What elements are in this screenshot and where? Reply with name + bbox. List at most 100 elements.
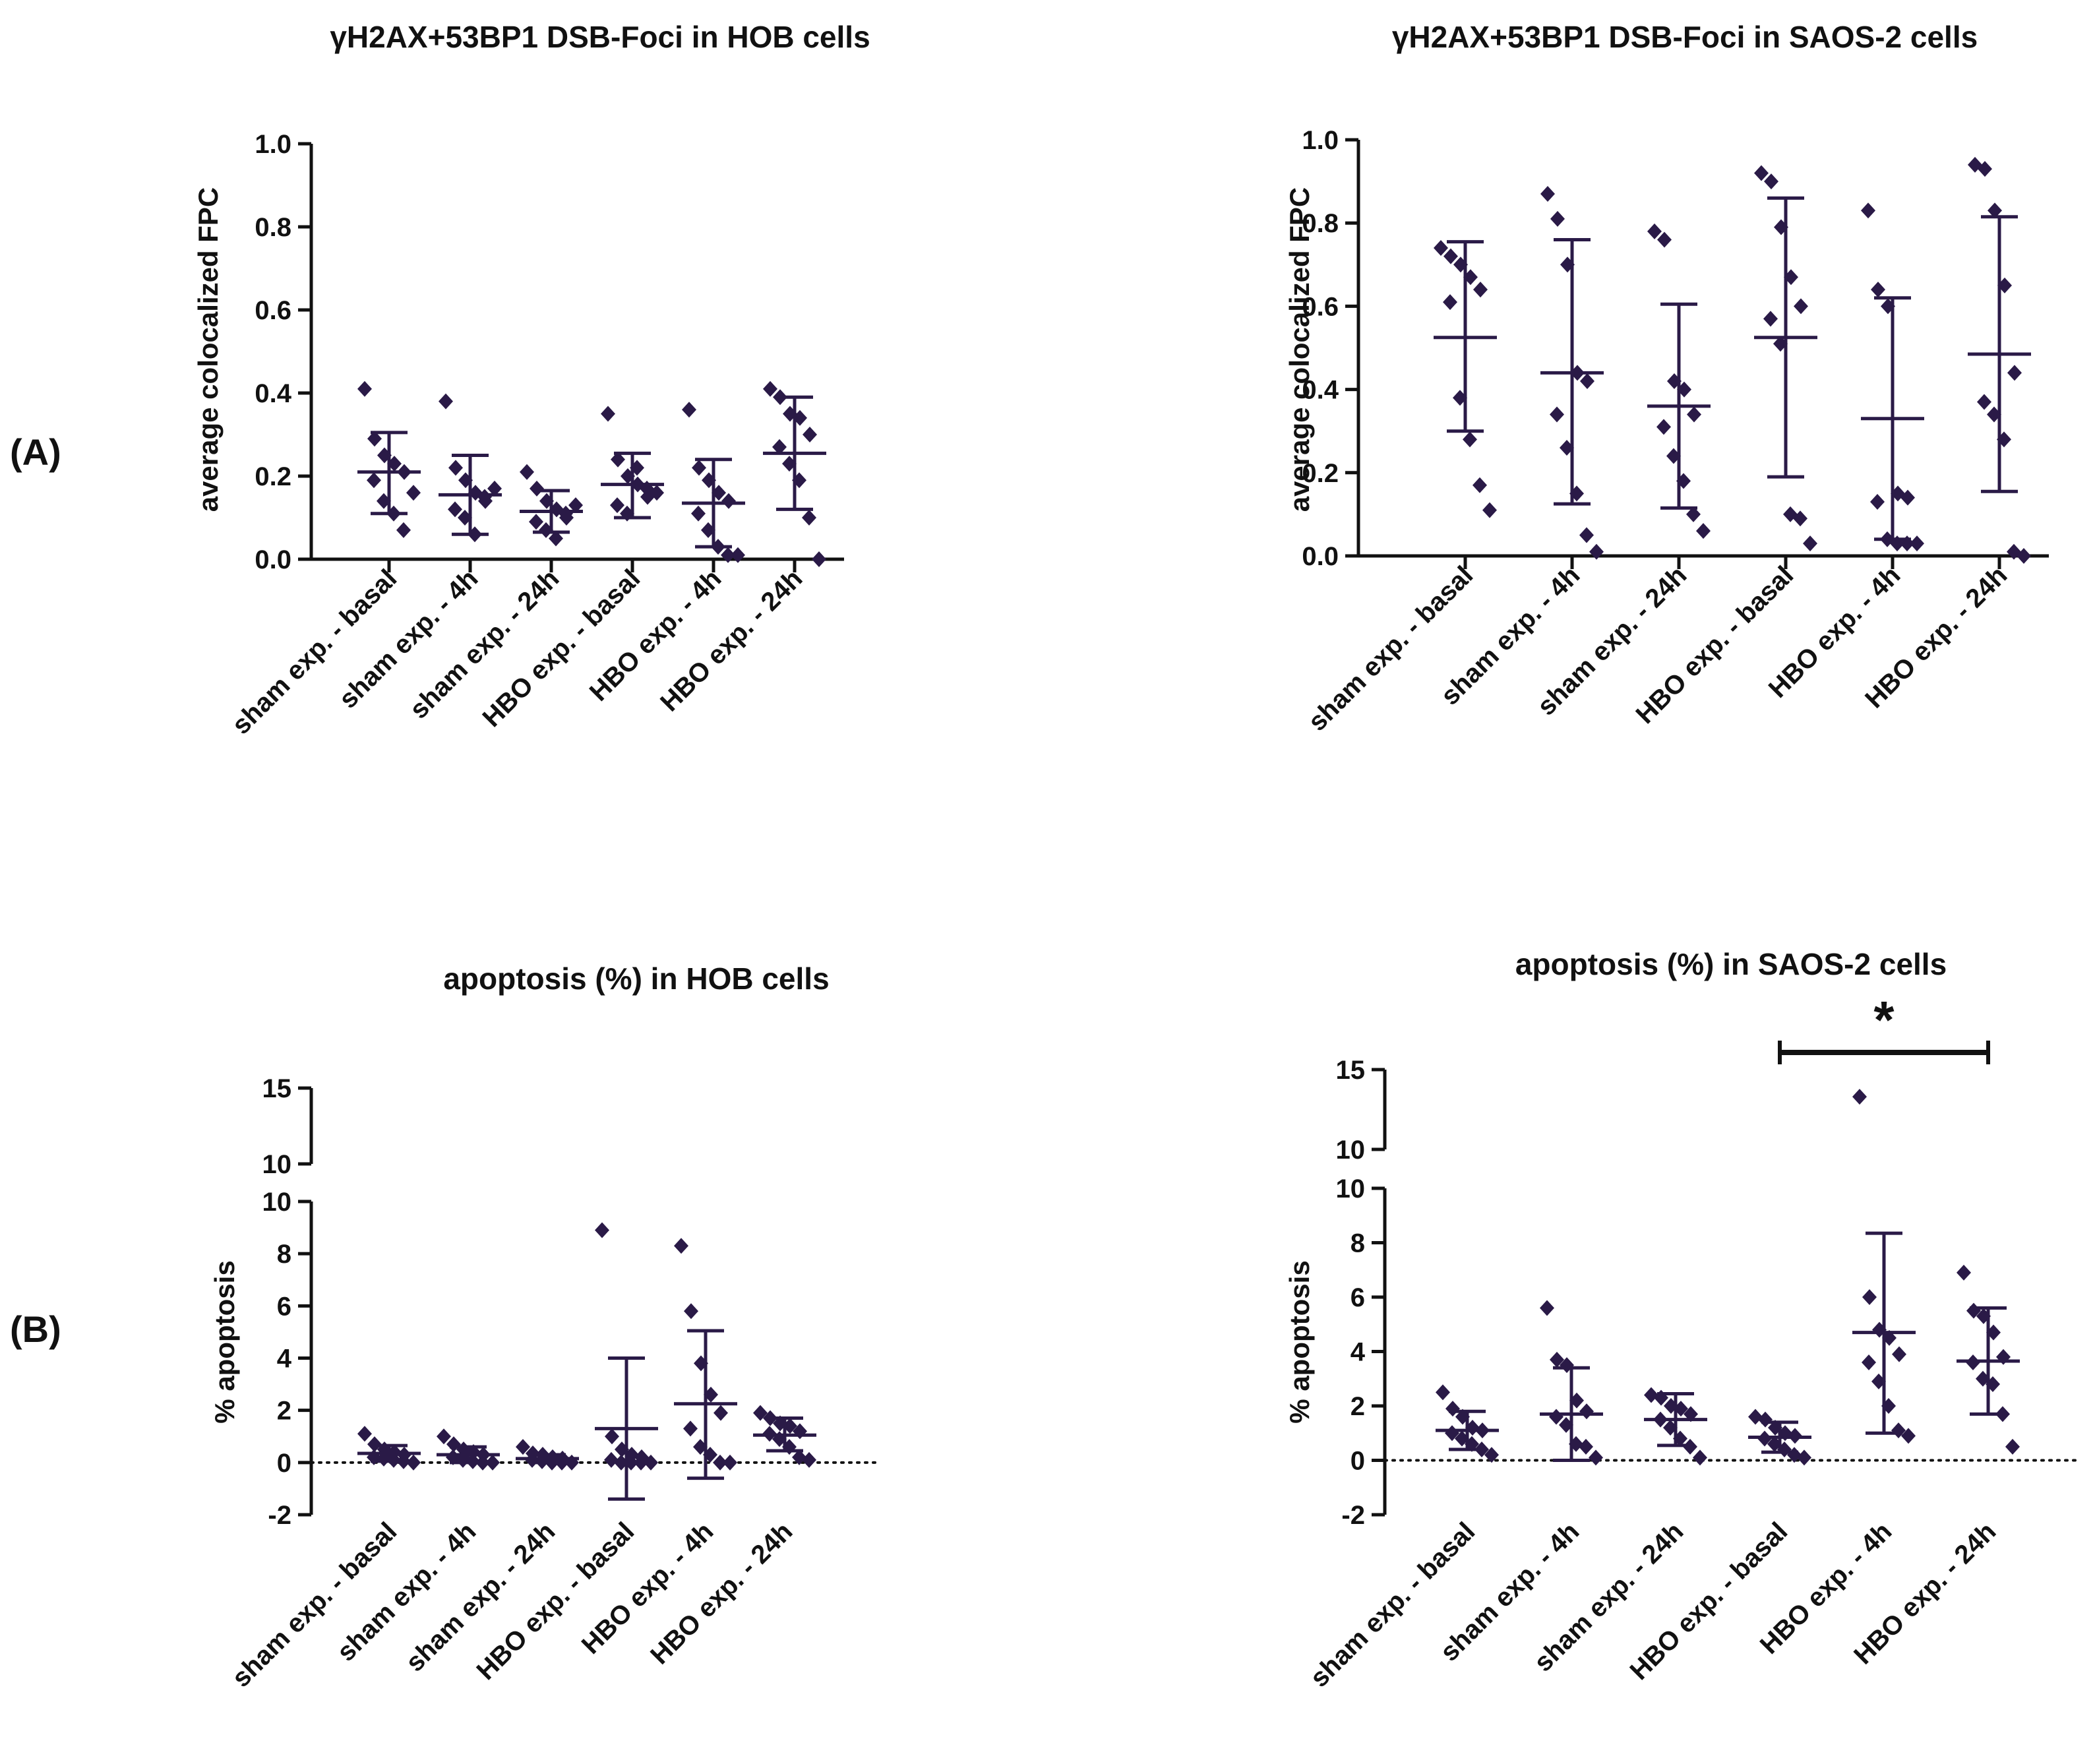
data-point <box>1862 1354 1876 1370</box>
chart-title: γH2AX+53BP1 DSB-Foci in SAOS-2 cells <box>1392 20 1978 54</box>
data-point <box>1978 161 1992 177</box>
data-point <box>714 1405 728 1421</box>
data-point <box>1852 1089 1867 1105</box>
data-point <box>1580 373 1594 389</box>
data-point <box>644 1454 658 1471</box>
chart-title: γH2AX+53BP1 DSB-Foci in HOB cells <box>330 20 870 54</box>
data-point <box>529 514 543 530</box>
data-point <box>610 497 624 514</box>
data-point <box>1862 1289 1877 1305</box>
data-point <box>684 1303 698 1320</box>
data-point <box>1871 282 1885 298</box>
y-tick-label: 6 <box>1351 1283 1365 1312</box>
data-point <box>802 1451 816 1468</box>
data-point <box>723 1454 737 1471</box>
data-point <box>2005 1438 2020 1455</box>
data-point <box>713 1454 727 1471</box>
data-point <box>549 530 563 547</box>
data-point <box>611 451 625 468</box>
data-point <box>1892 1346 1906 1362</box>
y-tick-label: 4 <box>1351 1338 1366 1367</box>
y-tick-label: 0.6 <box>1302 292 1339 321</box>
data-point <box>477 489 492 505</box>
significance-star: * <box>1873 990 1895 1049</box>
data-point <box>1900 489 1915 506</box>
data-point <box>1644 1387 1658 1403</box>
data-point <box>634 1454 648 1471</box>
data-point <box>1482 502 1497 518</box>
row-label-a: (A) <box>10 431 61 473</box>
data-point <box>1957 1264 1971 1281</box>
y-tick-label: 0.4 <box>255 379 291 408</box>
data-point <box>1797 1449 1811 1466</box>
y-tick-label-upper: 10 <box>262 1150 292 1179</box>
y-tick-label: 0.6 <box>255 296 291 325</box>
data-point <box>1443 294 1457 311</box>
data-point <box>605 1428 619 1445</box>
data-point <box>2017 548 2031 564</box>
data-point <box>1589 1449 1603 1466</box>
y-tick-label: 1.0 <box>1302 126 1339 155</box>
y-tick-label: 10 <box>262 1188 292 1217</box>
y-tick-label: 2 <box>1351 1392 1365 1421</box>
data-point <box>650 485 664 501</box>
y-tick-label: 0.0 <box>1302 542 1339 571</box>
data-point <box>439 393 453 410</box>
y-axis-title: average colocalized FPC <box>1284 187 1315 512</box>
data-point <box>1693 1449 1707 1466</box>
data-point <box>367 431 382 447</box>
data-point <box>2007 365 2022 381</box>
y-tick-label: -2 <box>268 1501 291 1530</box>
data-point <box>487 480 502 497</box>
data-point <box>1686 506 1701 522</box>
y-tick-label: 10 <box>1336 1174 1366 1203</box>
data-point <box>448 460 463 476</box>
data-point <box>692 460 706 476</box>
y-tick-label: 6 <box>277 1292 291 1321</box>
data-point <box>731 547 745 563</box>
y-axis-title: % apoptosis <box>1284 1260 1315 1423</box>
y-tick-label-upper: 15 <box>1336 1056 1366 1085</box>
row-label-b: (B) <box>10 1308 61 1350</box>
data-point <box>1764 173 1778 190</box>
y-tick-label: 1.0 <box>255 130 291 159</box>
y-tick-label: 0.2 <box>1302 459 1339 488</box>
data-point <box>1656 419 1671 435</box>
y-tick-label: 8 <box>1351 1229 1365 1258</box>
chart-title: apoptosis (%) in SAOS-2 cells <box>1515 947 1947 981</box>
data-point <box>1910 535 1924 552</box>
data-point <box>1748 1409 1763 1425</box>
data-point <box>437 1428 451 1445</box>
data-point <box>682 402 696 418</box>
data-point <box>1803 535 1817 552</box>
data-point <box>1696 523 1711 539</box>
data-point <box>1754 165 1769 181</box>
data-point <box>1793 510 1807 527</box>
data-point <box>691 505 706 522</box>
data-point <box>357 1426 372 1442</box>
data-point <box>604 1451 619 1468</box>
data-point <box>1977 394 1991 410</box>
y-tick-label: 8 <box>277 1240 291 1269</box>
data-point <box>1763 311 1778 327</box>
data-point <box>367 472 381 489</box>
data-point <box>812 551 826 567</box>
y-axis-title: % apoptosis <box>209 1260 240 1423</box>
data-point <box>1443 248 1458 264</box>
data-point <box>1473 477 1487 493</box>
data-point <box>1901 1428 1916 1444</box>
data-point <box>803 427 817 442</box>
data-point <box>1589 543 1604 560</box>
data-point <box>357 380 372 397</box>
data-point <box>520 464 534 480</box>
data-point <box>1540 186 1555 202</box>
y-tick-label: 0.8 <box>1302 209 1339 238</box>
data-point <box>674 1238 688 1254</box>
data-point <box>1550 1351 1564 1368</box>
data-point <box>1870 493 1885 510</box>
data-point <box>516 1439 530 1455</box>
data-point <box>1579 527 1594 543</box>
data-point <box>802 510 816 526</box>
data-point <box>601 406 615 422</box>
